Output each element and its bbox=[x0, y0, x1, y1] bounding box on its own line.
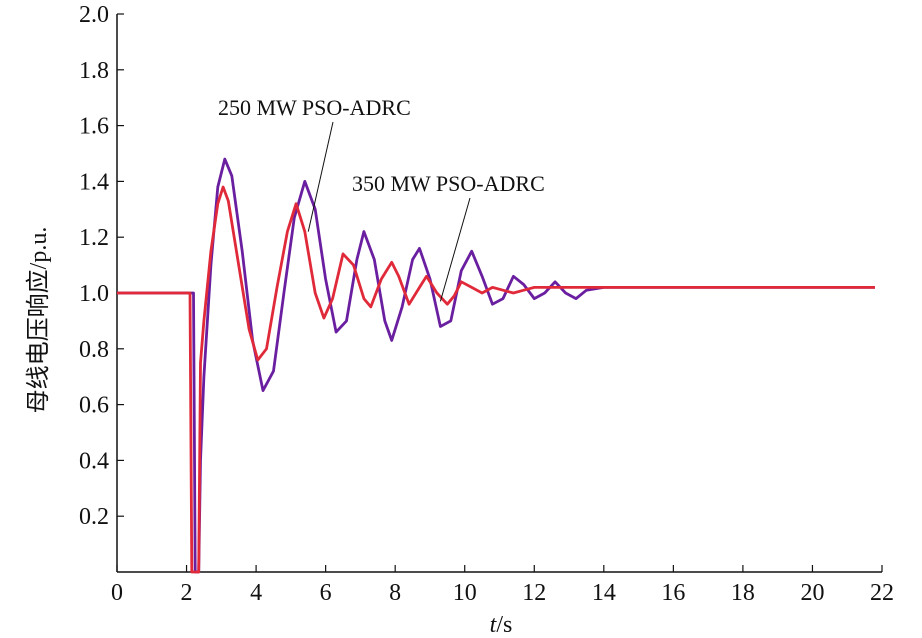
x-axis-label-unit: /s bbox=[496, 612, 512, 638]
x-axis-label: t/s bbox=[490, 612, 513, 638]
series-line-1 bbox=[117, 185, 875, 574]
annotation-250mw-leader bbox=[307, 121, 334, 232]
y-tick-label: 1.6 bbox=[79, 114, 109, 140]
y-axis-label: 母线电压响应/p.u. bbox=[25, 227, 52, 414]
x-tick-label: 12 bbox=[522, 580, 546, 606]
y-tick-label: 0.8 bbox=[79, 337, 109, 363]
x-tick-label: 14 bbox=[592, 580, 616, 606]
annotation-250mw: 250 MW PSO-ADRC bbox=[218, 95, 411, 120]
x-tick-label: 16 bbox=[661, 580, 685, 606]
x-axis-label-var: t bbox=[490, 612, 498, 638]
x-tick-label: 10 bbox=[453, 580, 477, 606]
annotation-350mw: 350 MW PSO-ADRC bbox=[352, 171, 545, 196]
x-tick-label: 6 bbox=[320, 580, 332, 606]
axes: 0 2 4 6 8 10 12 14 16 18 20 22 0.2 0.4 0.6 0.8 1.0 1.2 1.4… bbox=[79, 2, 894, 606]
series-layer bbox=[117, 157, 875, 574]
x-tick-label: 8 bbox=[389, 580, 401, 606]
y-tick-label: 1.8 bbox=[79, 58, 109, 84]
x-tick-label: 0 bbox=[111, 580, 123, 606]
annotation-350mw-leader bbox=[439, 197, 471, 302]
y-tick-label: 0.2 bbox=[79, 504, 109, 530]
x-tick-label: 18 bbox=[731, 580, 755, 606]
y-tick-label: 1.2 bbox=[79, 225, 109, 251]
y-tick-label: 1.4 bbox=[79, 169, 109, 195]
annotation-layer: 250 MW PSO-ADRC 350 MW PSO-ADRC bbox=[218, 95, 545, 302]
x-tick-label: 2 bbox=[181, 580, 193, 606]
y-tick-label: 0.6 bbox=[79, 393, 109, 419]
series-line-0 bbox=[117, 157, 875, 574]
x-tick-label: 22 bbox=[870, 580, 894, 606]
x-tick-label: 20 bbox=[800, 580, 824, 606]
x-tick-label: 4 bbox=[250, 580, 262, 606]
y-tick-label: 1.0 bbox=[79, 281, 109, 307]
y-tick-label: 2.0 bbox=[79, 2, 109, 28]
y-tick-label: 0.4 bbox=[79, 448, 109, 474]
